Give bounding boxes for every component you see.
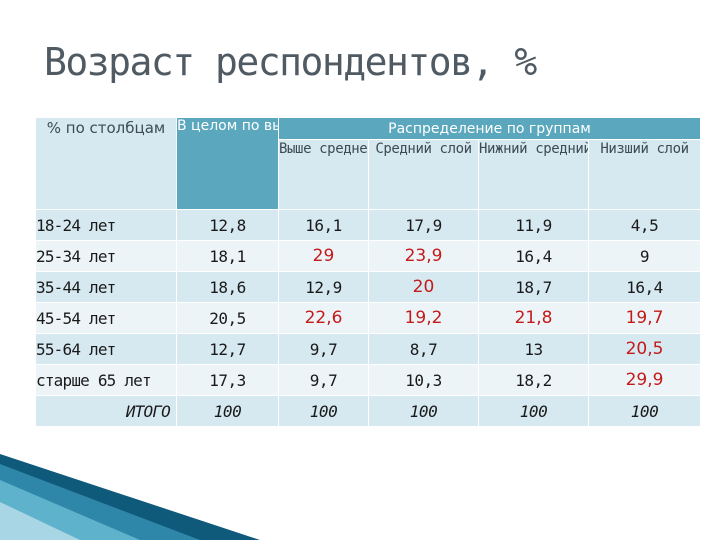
table-cell: 4,5 <box>588 209 701 241</box>
highlighted-cell: 20 <box>368 271 479 303</box>
total-cell: 100 <box>368 395 479 427</box>
table-cell: 11,9 <box>478 209 589 241</box>
total-row-label: ИТОГО <box>35 395 177 427</box>
table-cell: 12,8 <box>176 209 279 241</box>
highlighted-cell: 29,9 <box>588 364 701 396</box>
table-row: 55-64 лет 12,7 9,7 8,7 13 20,5 <box>35 333 701 365</box>
row-label: 25-34 лет <box>35 240 177 272</box>
table-cell: 16,4 <box>478 240 589 272</box>
total-cell: 100 <box>278 395 369 427</box>
highlighted-cell: 29 <box>278 240 369 272</box>
total-cell: 100 <box>478 395 589 427</box>
table-cell: 13 <box>478 333 589 365</box>
table-cell: 16,4 <box>588 271 701 303</box>
table-cell: 17,3 <box>176 364 279 396</box>
row-label: 18-24 лет <box>35 209 177 241</box>
highlighted-cell: 19,2 <box>368 302 479 334</box>
row-label: 35-44 лет <box>35 271 177 303</box>
highlighted-cell: 21,8 <box>478 302 589 334</box>
highlighted-cell: 23,9 <box>368 240 479 272</box>
corner-header: % по столбцам <box>35 117 177 210</box>
table-row: 35-44 лет 18,6 12,9 20 18,7 16,4 <box>35 271 701 303</box>
total-cell: 100 <box>176 395 279 427</box>
group-column-header: Нижний средний класс <box>478 139 589 210</box>
table-cell: 18,7 <box>478 271 589 303</box>
group-header: Распределение по группам <box>278 117 701 140</box>
decorative-corner-graphic <box>0 454 260 540</box>
highlighted-cell: 20,5 <box>588 333 701 365</box>
total-cell: 100 <box>588 395 701 427</box>
table-cell: 8,7 <box>368 333 479 365</box>
age-distribution-table: % по столбцам В целом по выборке Распред… <box>35 117 701 427</box>
table-body: 18-24 лет 12,8 16,1 17,9 11,9 4,5 25-34 лет 18,… <box>35 209 701 427</box>
table-cell: 20,5 <box>176 302 279 334</box>
table-cell: 9,7 <box>278 364 369 396</box>
table-cell: 12,9 <box>278 271 369 303</box>
group-column-header: Средний слой <box>368 139 479 210</box>
table-cell: 18,1 <box>176 240 279 272</box>
row-label: старше 65 лет <box>35 364 177 396</box>
table-cell: 12,7 <box>176 333 279 365</box>
row-label: 55-64 лет <box>35 333 177 365</box>
row-label: 45-54 лет <box>35 302 177 334</box>
table-cell: 18,6 <box>176 271 279 303</box>
highlighted-cell: 19,7 <box>588 302 701 334</box>
highlighted-cell: 22,6 <box>278 302 369 334</box>
total-column-header: В целом по выборке <box>176 117 279 210</box>
table-cell: 9,7 <box>278 333 369 365</box>
total-row: ИТОГО 100 100 100 100 100 <box>35 395 701 427</box>
group-column-header: Выше среднего <box>278 139 369 210</box>
slide-title: Возраст респондентов, % <box>44 40 537 84</box>
table-row: 45-54 лет 20,5 22,6 19,2 21,8 19,7 <box>35 302 701 334</box>
table-cell: 9 <box>588 240 701 272</box>
table-row: 25-34 лет 18,1 29 23,9 16,4 9 <box>35 240 701 272</box>
table-cell: 10,3 <box>368 364 479 396</box>
table-row: старше 65 лет 17,3 9,7 10,3 18,2 29,9 <box>35 364 701 396</box>
table-cell: 16,1 <box>278 209 369 241</box>
table-row: 18-24 лет 12,8 16,1 17,9 11,9 4,5 <box>35 209 701 241</box>
table-cell: 17,9 <box>368 209 479 241</box>
group-column-header: Низший слой <box>588 139 701 210</box>
table-cell: 18,2 <box>478 364 589 396</box>
